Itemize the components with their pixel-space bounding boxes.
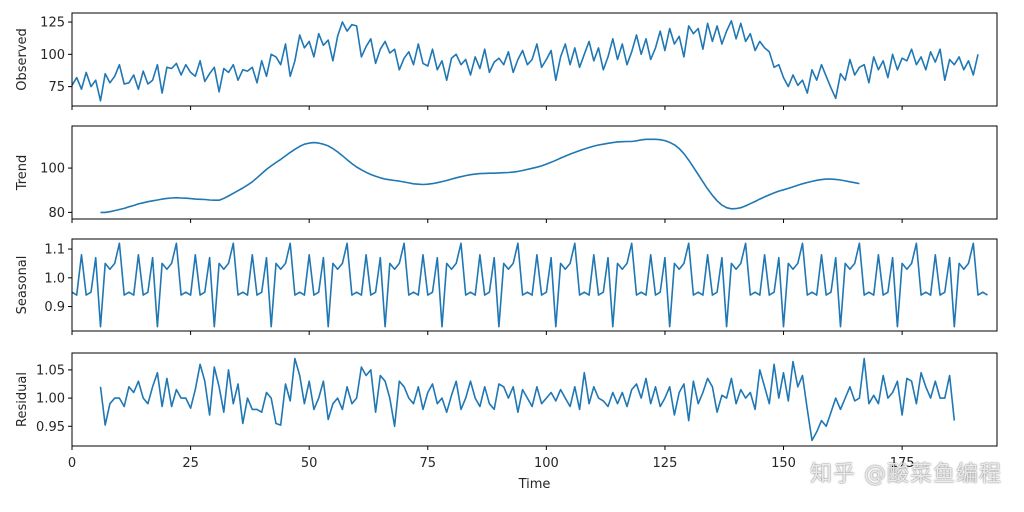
y-tick-label: 1.05 — [36, 363, 65, 378]
y-tick-label: 0.95 — [36, 420, 65, 435]
x-tick-label: 0 — [68, 456, 76, 471]
y-axis-label-residual: Residual — [15, 372, 30, 427]
x-tick-label: 150 — [771, 456, 796, 471]
x-tick-label: 50 — [301, 456, 318, 471]
x-tick-label: 100 — [534, 456, 559, 471]
y-axis-label-seasonal: Seasonal — [15, 256, 30, 315]
watermark-text: 知乎 @酸菜鱼编程 — [810, 462, 1002, 487]
panel-frame-trend — [71, 125, 998, 220]
panel-frame-residual — [71, 352, 998, 447]
x-tick-label: 25 — [182, 456, 199, 471]
y-axis-label-trend: Trend — [15, 155, 30, 192]
y-tick-label: 1.0 — [44, 271, 65, 286]
series-line-trend — [100, 138, 860, 214]
y-tick-label: 75 — [48, 80, 65, 95]
panel-frame-seasonal — [71, 238, 998, 332]
y-tick-label: 100 — [40, 162, 65, 177]
panel-frame-observed — [71, 12, 998, 107]
y-tick-label: 0.9 — [44, 300, 65, 315]
y-axis-label-observed: Observed — [15, 28, 30, 91]
y-tick-label: 125 — [40, 16, 65, 31]
y-tick-label: 80 — [48, 206, 65, 221]
x-tick-label: 175 — [890, 456, 915, 471]
y-tick-label: 1.00 — [36, 392, 65, 407]
series-line-observed — [71, 19, 979, 102]
series-line-seasonal — [71, 242, 988, 328]
series-line-residual — [99, 357, 956, 442]
y-tick-label: 1.1 — [44, 243, 65, 258]
x-tick-label: 125 — [653, 456, 678, 471]
x-tick-label: 75 — [419, 456, 436, 471]
x-axis-label: Time — [518, 477, 551, 492]
y-tick-label: 100 — [40, 48, 65, 63]
